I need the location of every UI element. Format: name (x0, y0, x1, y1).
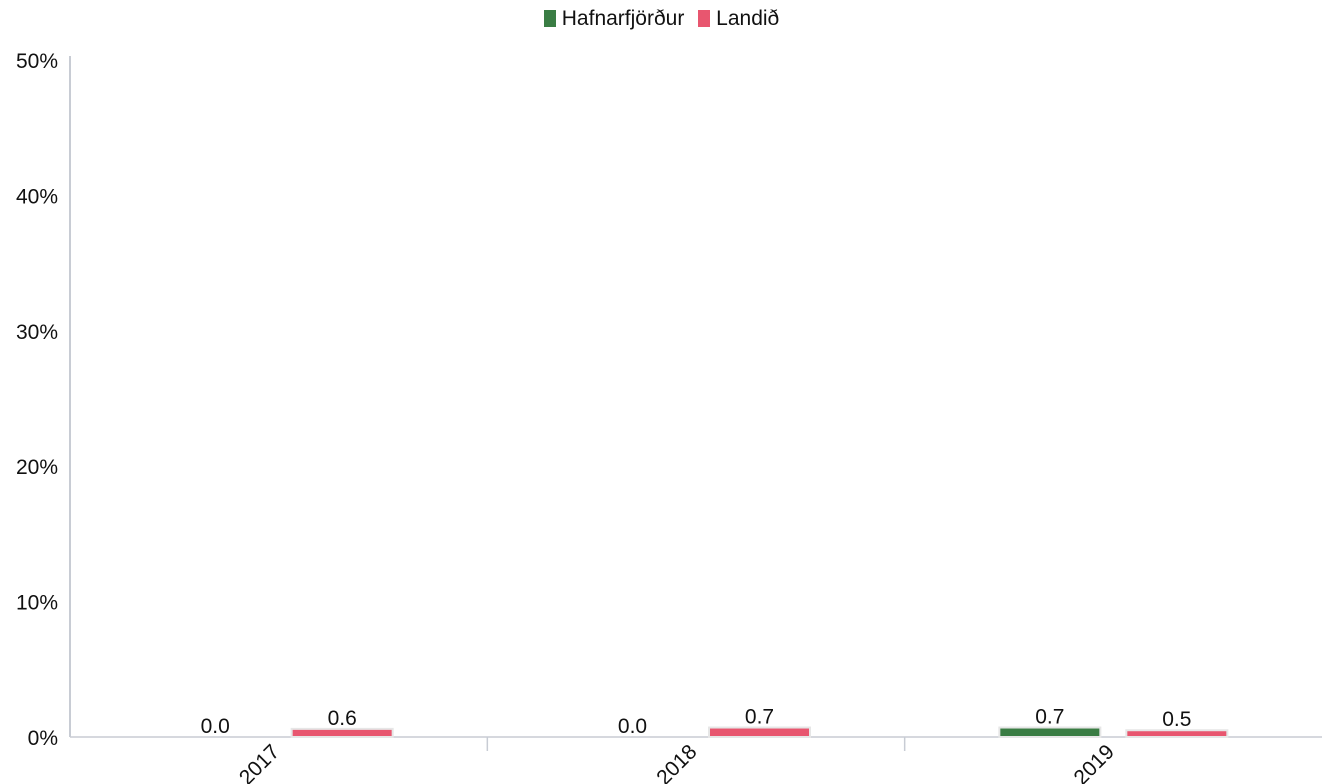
data-label: 0.7 (1035, 706, 1064, 729)
bar-2019-hafnarfjordur (998, 726, 1102, 738)
data-label: 0.0 (618, 715, 647, 738)
y-tick-label: 50% (16, 50, 58, 73)
bar-2018-landid (708, 726, 811, 738)
legend-swatch-hafnarfjordur (543, 10, 556, 27)
x-tick-label: 2019 (1070, 740, 1119, 784)
data-label: 0.6 (328, 707, 357, 730)
data-label: 0.5 (1162, 708, 1191, 731)
y-tick-label: 40% (16, 185, 58, 208)
legend-item-hafnarfjordur[interactable]: Hafnarfjörður (543, 6, 685, 32)
y-tick-label: 0% (28, 727, 58, 750)
legend-label-landid: Landið (716, 7, 780, 30)
y-tick-label: 10% (16, 592, 58, 615)
bar-2017-landid (290, 727, 394, 738)
data-label: 0.7 (745, 706, 774, 729)
y-tick-label: 30% (16, 321, 58, 344)
x-tick-label: 2018 (652, 740, 701, 784)
x-tick-label: 2017 (235, 740, 284, 784)
legend-label-hafnarfjordur: Hafnarfjörður (561, 7, 685, 30)
y-tick-label: 20% (16, 456, 58, 479)
legend-item-landid[interactable]: Landið (698, 6, 779, 32)
bar-2019-landid (1125, 729, 1229, 738)
legend-swatch-landid (698, 10, 711, 27)
data-label: 0.0 (201, 715, 230, 738)
chart-legend: Hafnarfjörður Landið (0, 6, 1323, 32)
